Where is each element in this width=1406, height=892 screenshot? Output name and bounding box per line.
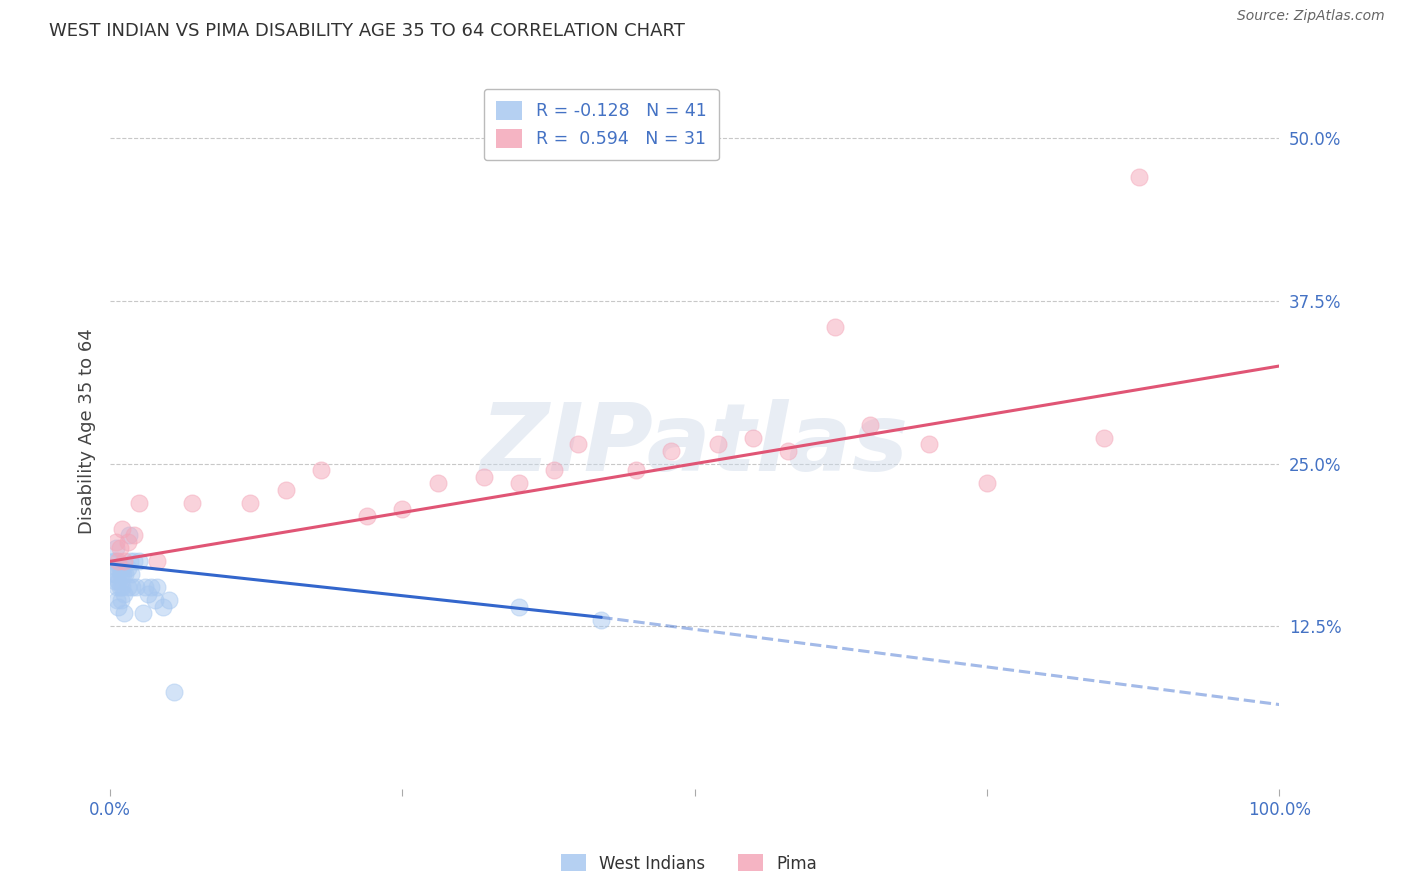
- Point: [107, 554, 129, 568]
- Point: [111, 567, 134, 582]
- Point: [157, 593, 180, 607]
- Point: [824, 319, 846, 334]
- Point: [111, 580, 134, 594]
- Point: [121, 580, 143, 594]
- Point: [181, 496, 204, 510]
- Point: [105, 541, 128, 556]
- Point: [110, 567, 132, 582]
- Point: [239, 496, 262, 510]
- Point: [742, 431, 765, 445]
- Point: [139, 580, 162, 594]
- Point: [118, 554, 141, 568]
- Point: [107, 599, 129, 614]
- Point: [117, 561, 139, 575]
- Point: [105, 593, 128, 607]
- Point: [976, 476, 998, 491]
- Point: [112, 587, 135, 601]
- Point: [309, 463, 332, 477]
- Y-axis label: Disability Age 35 to 64: Disability Age 35 to 64: [79, 328, 96, 534]
- Point: [108, 541, 131, 556]
- Point: [426, 476, 449, 491]
- Point: [103, 554, 125, 568]
- Point: [134, 580, 156, 594]
- Text: ZIPatlas: ZIPatlas: [481, 400, 908, 491]
- Point: [626, 463, 648, 477]
- Point: [117, 534, 139, 549]
- Legend: West Indians, Pima: West Indians, Pima: [554, 847, 824, 880]
- Point: [132, 607, 155, 621]
- Point: [1092, 431, 1115, 445]
- Point: [356, 508, 378, 523]
- Point: [120, 567, 142, 582]
- Point: [778, 443, 800, 458]
- Point: [128, 554, 150, 568]
- Point: [110, 593, 132, 607]
- Point: [105, 580, 128, 594]
- Legend: R = -0.128   N = 41, R =  0.594   N = 31: R = -0.128 N = 41, R = 0.594 N = 31: [484, 89, 718, 161]
- Point: [707, 437, 730, 451]
- Text: Source: ZipAtlas.com: Source: ZipAtlas.com: [1237, 9, 1385, 23]
- Point: [591, 613, 613, 627]
- Point: [391, 502, 413, 516]
- Point: [122, 528, 145, 542]
- Point: [105, 561, 128, 575]
- Point: [143, 593, 166, 607]
- Point: [146, 580, 169, 594]
- Point: [104, 574, 127, 588]
- Point: [661, 443, 683, 458]
- Point: [917, 437, 939, 451]
- Point: [105, 534, 128, 549]
- Point: [118, 528, 141, 542]
- Point: [136, 587, 159, 601]
- Point: [111, 522, 134, 536]
- Point: [567, 437, 589, 451]
- Point: [108, 580, 131, 594]
- Point: [105, 554, 128, 568]
- Point: [274, 483, 297, 497]
- Point: [125, 580, 148, 594]
- Point: [472, 469, 495, 483]
- Point: [105, 567, 128, 582]
- Point: [543, 463, 565, 477]
- Point: [128, 496, 150, 510]
- Point: [103, 567, 125, 582]
- Point: [859, 417, 882, 432]
- Point: [163, 684, 186, 698]
- Point: [117, 580, 139, 594]
- Point: [122, 554, 145, 568]
- Point: [508, 599, 530, 614]
- Point: [1128, 170, 1150, 185]
- Point: [112, 554, 135, 568]
- Point: [112, 607, 135, 621]
- Point: [508, 476, 530, 491]
- Point: [146, 554, 169, 568]
- Text: WEST INDIAN VS PIMA DISABILITY AGE 35 TO 64 CORRELATION CHART: WEST INDIAN VS PIMA DISABILITY AGE 35 TO…: [49, 22, 685, 40]
- Point: [108, 561, 131, 575]
- Point: [152, 599, 174, 614]
- Point: [114, 567, 136, 582]
- Point: [107, 574, 129, 588]
- Point: [111, 561, 134, 575]
